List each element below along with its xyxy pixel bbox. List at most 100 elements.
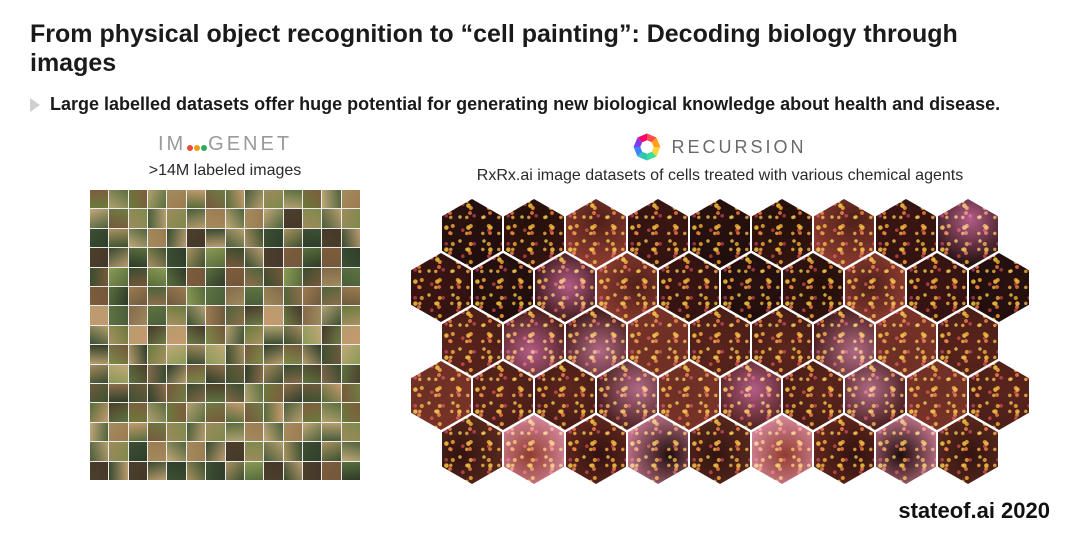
- imagenet-tile: [303, 287, 321, 305]
- imagenet-tile: [264, 287, 282, 305]
- imagenet-tile: [284, 190, 302, 208]
- imagenet-tile: [264, 209, 282, 227]
- imagenet-tile: [303, 365, 321, 383]
- imagenet-tile: [206, 345, 224, 363]
- imagenet-tile: [226, 209, 244, 227]
- cell-hex: [814, 415, 874, 484]
- imagenet-tile: [109, 365, 127, 383]
- imagenet-tile: [187, 287, 205, 305]
- imagenet-tile: [90, 268, 108, 286]
- imagenet-tile: [342, 326, 360, 344]
- imagenet-tile: [109, 190, 127, 208]
- imagenet-tile: [206, 423, 224, 441]
- slide: From physical object recognition to “cel…: [0, 0, 1080, 538]
- imagenet-tile: [303, 326, 321, 344]
- imagenet-tile: [167, 365, 185, 383]
- imagenet-tile: [303, 229, 321, 247]
- imagenet-tile: [167, 306, 185, 324]
- imagenet-tile: [90, 248, 108, 266]
- imagenet-tile: [284, 287, 302, 305]
- imagenet-tile: [226, 248, 244, 266]
- imagenet-tile: [245, 209, 263, 227]
- imagenet-logo-dot: [201, 145, 207, 151]
- imagenet-tile: [264, 190, 282, 208]
- imagenet-tile: [187, 306, 205, 324]
- imagenet-tile: [129, 442, 147, 460]
- imagenet-tile: [148, 248, 166, 266]
- cell-hex: [876, 415, 936, 484]
- imagenet-tile: [167, 442, 185, 460]
- imagenet-tile: [206, 268, 224, 286]
- imagenet-tile: [264, 268, 282, 286]
- imagenet-tile: [264, 365, 282, 383]
- imagenet-tile: [322, 384, 340, 402]
- imagenet-tile: [303, 384, 321, 402]
- imagenet-tile: [342, 248, 360, 266]
- imagenet-tile: [284, 306, 302, 324]
- imagenet-tile: [206, 287, 224, 305]
- imagenet-tile: [90, 229, 108, 247]
- cell-hex: [504, 415, 564, 484]
- imagenet-tile: [245, 384, 263, 402]
- imagenet-tile: [245, 268, 263, 286]
- imagenet-tile: [322, 326, 340, 344]
- imagenet-tile: [284, 365, 302, 383]
- imagenet-tile: [284, 384, 302, 402]
- imagenet-column: IM GENET >14M labeled images: [80, 133, 370, 480]
- imagenet-tile: [342, 442, 360, 460]
- imagenet-tile: [90, 403, 108, 421]
- imagenet-tile: [284, 462, 302, 480]
- imagenet-tile: [264, 384, 282, 402]
- imagenet-tile: [167, 287, 185, 305]
- imagenet-tile: [264, 345, 282, 363]
- imagenet-tile: [109, 229, 127, 247]
- imagenet-tile: [148, 229, 166, 247]
- imagenet-tile: [226, 403, 244, 421]
- imagenet-tile: [245, 248, 263, 266]
- imagenet-tile: [109, 423, 127, 441]
- imagenet-tile: [303, 462, 321, 480]
- imagenet-tile: [109, 306, 127, 324]
- imagenet-tile: [187, 209, 205, 227]
- imagenet-tile: [322, 345, 340, 363]
- imagenet-tile: [187, 268, 205, 286]
- imagenet-tile: [322, 365, 340, 383]
- bullet-icon: [30, 98, 40, 112]
- imagenet-tile: [284, 268, 302, 286]
- imagenet-tile: [322, 442, 340, 460]
- imagenet-tile: [303, 306, 321, 324]
- imagenet-tile: [109, 403, 127, 421]
- imagenet-tile: [109, 345, 127, 363]
- cell-hex: [442, 415, 502, 484]
- imagenet-tile: [303, 345, 321, 363]
- imagenet-tile: [284, 403, 302, 421]
- imagenet-tile: [129, 190, 147, 208]
- imagenet-tile: [245, 423, 263, 441]
- imagenet-tile: [187, 365, 205, 383]
- imagenet-tile: [342, 229, 360, 247]
- imagenet-tile: [167, 268, 185, 286]
- imagenet-tile: [129, 306, 147, 324]
- imagenet-tile: [284, 423, 302, 441]
- imagenet-tile: [226, 423, 244, 441]
- imagenet-tile: [187, 345, 205, 363]
- imagenet-tile: [342, 287, 360, 305]
- imagenet-tile: [245, 403, 263, 421]
- footer-credit: stateof.ai 2020: [898, 498, 1050, 524]
- imagenet-tile: [129, 287, 147, 305]
- imagenet-tile: [322, 190, 340, 208]
- imagenet-tile: [148, 345, 166, 363]
- imagenet-tile: [226, 229, 244, 247]
- imagenet-tile: [264, 403, 282, 421]
- imagenet-tile: [226, 190, 244, 208]
- imagenet-tile: [303, 209, 321, 227]
- imagenet-tile: [90, 442, 108, 460]
- recursion-column: RECURSION RxRx.ai image datasets of cell…: [410, 133, 1030, 480]
- imagenet-tile: [90, 365, 108, 383]
- imagenet-tile: [264, 248, 282, 266]
- cell-hex: [690, 415, 750, 484]
- imagenet-tile: [187, 229, 205, 247]
- imagenet-tile: [90, 287, 108, 305]
- imagenet-tile: [206, 209, 224, 227]
- imagenet-tile: [148, 423, 166, 441]
